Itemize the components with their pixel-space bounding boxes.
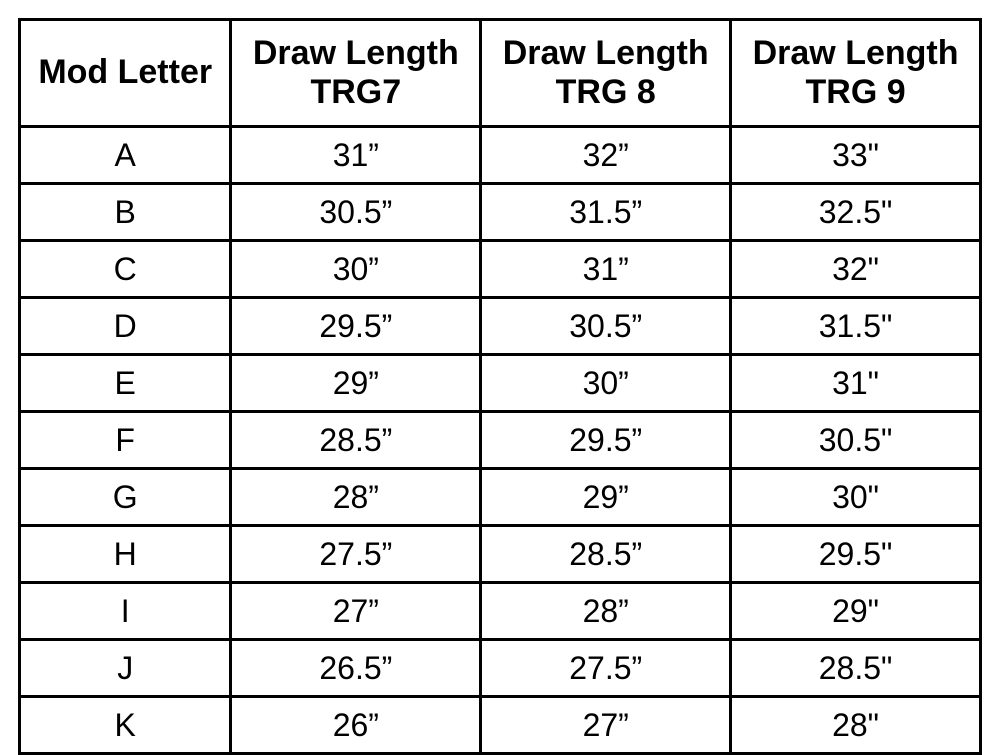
cell-trg8: 31” [481, 241, 731, 298]
cell-trg7: 31” [231, 127, 481, 184]
cell-mod-letter: G [20, 469, 231, 526]
cell-trg8: 28.5” [481, 526, 731, 583]
col-header-text: TRG7 [232, 73, 479, 112]
cell-trg9: 31.5" [731, 298, 981, 355]
col-header-text: TRG 9 [732, 73, 979, 112]
cell-trg8: 29.5” [481, 412, 731, 469]
col-header-text: Draw Length [482, 34, 729, 73]
table-row: H 27.5” 28.5” 29.5" [20, 526, 981, 583]
table-row: C 30” 31” 32" [20, 241, 981, 298]
cell-trg9: 32" [731, 241, 981, 298]
cell-trg7: 28.5” [231, 412, 481, 469]
page: Mod Letter Draw Length TRG7 Draw Length … [0, 0, 1000, 745]
cell-trg7: 30” [231, 241, 481, 298]
cell-trg7: 29” [231, 355, 481, 412]
cell-trg8: 27.5” [481, 640, 731, 697]
cell-mod-letter: B [20, 184, 231, 241]
cell-mod-letter: D [20, 298, 231, 355]
cell-trg8: 31.5” [481, 184, 731, 241]
cell-trg9: 30" [731, 469, 981, 526]
cell-mod-letter: E [20, 355, 231, 412]
cell-mod-letter: I [20, 583, 231, 640]
table-row: D 29.5” 30.5” 31.5" [20, 298, 981, 355]
cell-mod-letter: F [20, 412, 231, 469]
cell-trg8: 32” [481, 127, 731, 184]
table-row: G 28” 29” 30" [20, 469, 981, 526]
table-row: I 27” 28” 29" [20, 583, 981, 640]
col-header-mod-letter: Mod Letter [20, 20, 231, 127]
cell-trg9: 29.5" [731, 526, 981, 583]
col-header-trg8: Draw Length TRG 8 [481, 20, 731, 127]
cell-mod-letter: C [20, 241, 231, 298]
table-row: A 31” 32” 33" [20, 127, 981, 184]
cell-trg7: 29.5” [231, 298, 481, 355]
cell-trg8: 29” [481, 469, 731, 526]
draw-length-table: Mod Letter Draw Length TRG7 Draw Length … [18, 18, 982, 755]
col-header-trg7: Draw Length TRG7 [231, 20, 481, 127]
cell-trg7: 28” [231, 469, 481, 526]
cell-trg9: 28.5" [731, 640, 981, 697]
cell-mod-letter: J [20, 640, 231, 697]
table-row: E 29” 30” 31" [20, 355, 981, 412]
table-header-row: Mod Letter Draw Length TRG7 Draw Length … [20, 20, 981, 127]
table-header: Mod Letter Draw Length TRG7 Draw Length … [20, 20, 981, 127]
cell-mod-letter: A [20, 127, 231, 184]
cell-trg9: 29" [731, 583, 981, 640]
col-header-trg9: Draw Length TRG 9 [731, 20, 981, 127]
table-row: F 28.5” 29.5” 30.5" [20, 412, 981, 469]
table-row: B 30.5” 31.5” 32.5" [20, 184, 981, 241]
cell-trg7: 26.5” [231, 640, 481, 697]
cell-trg8: 30.5” [481, 298, 731, 355]
table-row: J 26.5” 27.5” 28.5" [20, 640, 981, 697]
col-header-text: Mod Letter [21, 53, 229, 92]
cell-trg8: 30” [481, 355, 731, 412]
cell-trg9: 30.5" [731, 412, 981, 469]
cell-trg7: 27” [231, 583, 481, 640]
cell-trg7: 30.5” [231, 184, 481, 241]
cell-trg9: 33" [731, 127, 981, 184]
col-header-text: TRG 8 [482, 73, 729, 112]
col-header-text: Draw Length [732, 34, 979, 73]
cell-trg9: 31" [731, 355, 981, 412]
cell-trg9: 32.5" [731, 184, 981, 241]
table-body: A 31” 32” 33" B 30.5” 31.5” 32.5" C 30” … [20, 127, 981, 754]
cell-trg8: 28” [481, 583, 731, 640]
cell-mod-letter: H [20, 526, 231, 583]
col-header-text: Draw Length [232, 34, 479, 73]
cell-trg7: 27.5” [231, 526, 481, 583]
